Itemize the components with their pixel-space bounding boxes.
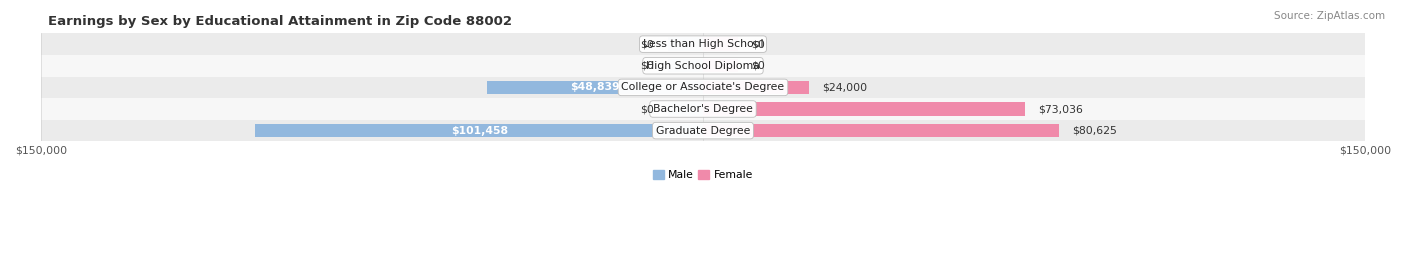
Text: $0: $0 [641,39,654,49]
Bar [41,33,1365,55]
Bar [41,55,1365,77]
Bar [703,124,1059,137]
Text: Earnings by Sex by Educational Attainment in Zip Code 88002: Earnings by Sex by Educational Attainmen… [48,15,512,28]
Text: Less than High School: Less than High School [643,39,763,49]
Bar [41,120,1365,142]
Bar [41,77,1365,98]
Text: $48,839: $48,839 [571,82,620,92]
Bar [668,38,703,51]
Text: $0: $0 [752,39,765,49]
Legend: Male, Female: Male, Female [648,166,758,185]
Text: $80,625: $80,625 [1071,126,1116,136]
Bar [703,81,808,94]
Bar [703,59,738,72]
Text: College or Associate's Degree: College or Associate's Degree [621,82,785,92]
Text: Graduate Degree: Graduate Degree [655,126,751,136]
Text: High School Diploma: High School Diploma [647,61,759,71]
Text: $0: $0 [641,61,654,71]
Bar [488,81,703,94]
Text: Bachelor's Degree: Bachelor's Degree [652,104,754,114]
Bar [256,124,703,137]
Bar [668,59,703,72]
Text: $0: $0 [641,104,654,114]
Text: $73,036: $73,036 [1039,104,1084,114]
Text: $0: $0 [752,61,765,71]
Bar [668,102,703,116]
Bar [41,98,1365,120]
Bar [703,38,738,51]
Bar [703,102,1025,116]
Text: Source: ZipAtlas.com: Source: ZipAtlas.com [1274,11,1385,21]
Text: $24,000: $24,000 [823,82,868,92]
Text: $101,458: $101,458 [451,126,508,136]
